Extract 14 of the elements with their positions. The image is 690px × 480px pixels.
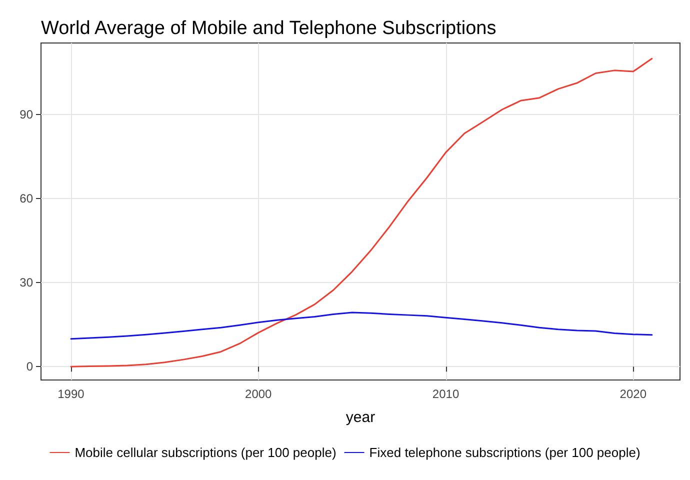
x-tick-label: 2020: [620, 387, 647, 401]
x-axis-title: year: [346, 409, 376, 426]
y-tick-label: 60: [20, 192, 34, 206]
x-tick-label: 2010: [432, 387, 460, 401]
legend-label: Mobile cellular subscriptions (per 100 people): [74, 445, 336, 460]
line-series: [70, 312, 653, 340]
legend-label: Fixed telephone subscriptions (per 100 people): [369, 445, 640, 460]
chart-title: World Average of Mobile and Telephone Subscriptions: [41, 18, 496, 39]
x-tick-label: 2000: [245, 387, 272, 401]
y-tick-label: 90: [20, 108, 34, 122]
x-tick-label: 1990: [58, 387, 85, 401]
y-tick-label: 0: [26, 360, 34, 374]
line-series: [70, 58, 653, 368]
y-tick-label: 30: [20, 276, 34, 290]
